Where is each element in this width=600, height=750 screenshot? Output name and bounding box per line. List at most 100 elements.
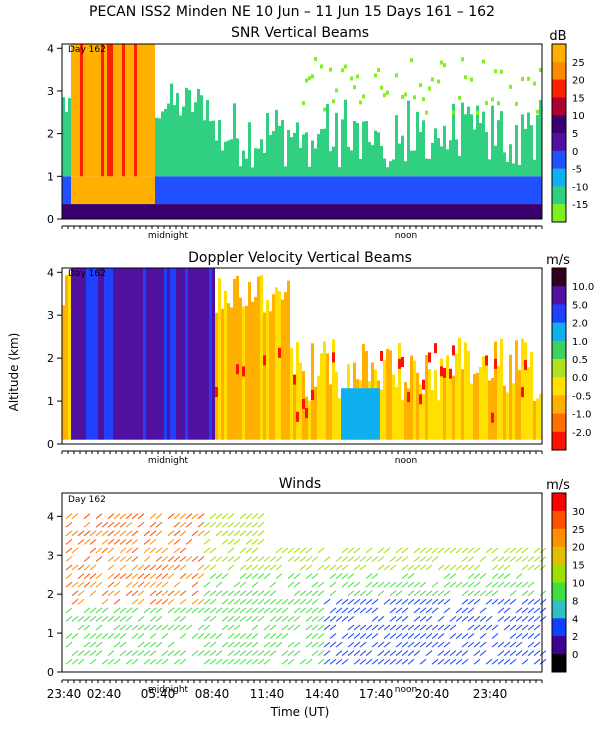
y-tick-label: 1 — [47, 170, 54, 183]
midnight-label: midnight — [148, 231, 189, 241]
colorbar-swatch — [552, 150, 566, 170]
plot-area — [62, 268, 542, 440]
colorbar-swatch — [552, 340, 566, 360]
y-axis-label: Altitude (km) — [7, 333, 21, 412]
plot-frame — [61, 267, 543, 445]
colorbar-swatch — [552, 322, 566, 342]
colorbar-swatch — [552, 168, 566, 187]
midnight-label: midnight — [148, 685, 189, 695]
colorbar-unit: m/s — [546, 253, 570, 268]
y-tick-label: 0 — [47, 438, 54, 451]
y-tick-label: 4 — [47, 510, 54, 523]
colorbar-label: 0 — [572, 650, 578, 661]
colorbar-label: 20 — [572, 543, 585, 554]
colorbar-swatch — [552, 546, 566, 566]
colorbar-swatch — [552, 510, 566, 530]
time-tick-label: 23:40 — [473, 687, 508, 701]
colorbar-label: 20 — [572, 76, 585, 87]
y-tick-label: 4 — [47, 42, 54, 55]
colorbar-swatch — [552, 304, 566, 324]
panels: SNR Vertical Beams Day 162 0 1 2 3 4 midnight no… — [47, 25, 595, 701]
colorbar-swatch — [552, 582, 566, 601]
y-tick-label: 4 — [47, 266, 54, 279]
midnight-label: midnight — [148, 456, 189, 466]
colorbar-swatch — [552, 204, 566, 223]
colorbar-label: -5 — [572, 165, 582, 176]
figure-title: PECAN ISS2 Minden NE 10 Jun – 11 Jun 15 … — [89, 4, 495, 20]
colorbar-swatch — [552, 286, 566, 305]
colorbar-frame — [551, 267, 567, 451]
panel-title: Doppler Velocity Vertical Beams — [188, 250, 412, 266]
time-tick-label: 05:40 — [141, 687, 176, 701]
colorbar-unit: m/s — [546, 478, 570, 493]
colorbar-swatch — [552, 186, 566, 205]
colorbar-swatch — [552, 97, 566, 116]
colorbar-swatch — [552, 618, 566, 637]
y-tick-label: 0 — [47, 666, 54, 679]
day-label: Day 162 — [68, 45, 106, 55]
colorbar-label: -15 — [572, 200, 588, 211]
y-tick-label: 2 — [47, 352, 54, 365]
y-tick-label: 1 — [47, 627, 54, 640]
colorbar-label: -1.0 — [572, 410, 592, 421]
colorbar-swatch — [552, 431, 566, 451]
colorbar-label: -10 — [572, 182, 588, 193]
time-tick-label: 20:40 — [415, 687, 450, 701]
time-tick-label: 17:40 — [359, 687, 394, 701]
time-tick-label: 23:40 — [47, 687, 82, 701]
day-label: Day 162 — [68, 269, 106, 279]
time-tick-label: 08:40 — [195, 687, 230, 701]
y-tick-label: 1 — [47, 395, 54, 408]
colorbar-label: 4 — [572, 614, 578, 625]
time-tick-label: 14:40 — [305, 687, 340, 701]
colorbar-label: 10 — [572, 111, 585, 122]
colorbar-unit: dB — [549, 29, 566, 44]
colorbar: 10.0 5.0 2.0 1.0 0.5 0.0 -0.5 -1.0 -2.0 m/s — [546, 253, 594, 451]
colorbar-label: 0.5 — [572, 355, 588, 366]
panel-1: SNR Vertical Beams Day 162 0 1 2 3 4 midnight no… — [47, 25, 588, 241]
colorbar-swatch — [552, 600, 566, 619]
plot-area — [65, 513, 547, 665]
colorbar-frame — [551, 492, 567, 673]
colorbar-label: 15 — [572, 93, 585, 104]
noon-label: noon — [395, 456, 417, 466]
y-tick-label: 2 — [47, 128, 54, 141]
time-tick-label: 11:40 — [250, 687, 285, 701]
colorbar-label: 8 — [572, 596, 578, 607]
colorbar-label: 5.0 — [572, 300, 588, 311]
colorbar-label: 5 — [572, 129, 578, 140]
panel-2: Doppler Velocity Vertical Beams Day 162 0 1… — [47, 250, 594, 466]
colorbar-swatch — [552, 654, 566, 673]
colorbar-swatch — [552, 395, 566, 415]
colorbar-label: 30 — [572, 507, 585, 518]
plot-frame — [61, 492, 543, 673]
colorbar-swatch — [552, 636, 566, 655]
plot-frame — [61, 43, 543, 220]
colorbar-label: 2 — [572, 632, 578, 643]
colorbar-label: 0.0 — [572, 373, 588, 384]
colorbar-label: -0.5 — [572, 391, 592, 402]
colorbar-swatch — [552, 133, 566, 152]
colorbar-label: 10.0 — [572, 282, 594, 293]
y-tick-label: 3 — [47, 85, 54, 98]
y-tick-label: 0 — [47, 213, 54, 226]
colorbar-label: -2.0 — [572, 428, 592, 439]
colorbar-label: 25 — [572, 525, 585, 536]
colorbar-swatch — [552, 61, 566, 81]
colorbar-swatch — [552, 493, 566, 512]
y-tick-label: 3 — [47, 549, 54, 562]
colorbar-swatch — [552, 115, 566, 134]
x-axis-label: Time (UT) — [270, 705, 330, 719]
noon-label: noon — [395, 685, 417, 695]
panel-title: SNR Vertical Beams — [231, 25, 369, 41]
colorbar-swatch — [552, 268, 566, 287]
colorbar-swatch — [552, 413, 566, 433]
colorbar-label: 0 — [572, 147, 578, 158]
y-tick-label: 2 — [47, 588, 54, 601]
colorbar-label: 10 — [572, 579, 585, 590]
colorbar-swatch — [552, 359, 566, 378]
day-label: Day 162 — [68, 495, 106, 505]
colorbar-swatch — [552, 528, 566, 548]
